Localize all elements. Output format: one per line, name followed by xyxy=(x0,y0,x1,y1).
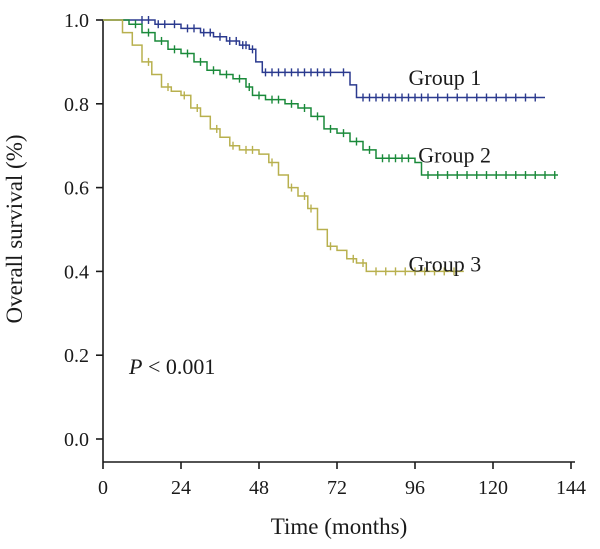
series-line xyxy=(103,19,545,99)
p-value-annotation: P < 0.001 xyxy=(128,354,215,379)
ticks: 0 24 48 72 96 120 144 0.0 0.2 0.4 0.6 0.8 1.0 xyxy=(64,10,586,499)
y-tick-label: 0.8 xyxy=(64,94,89,116)
p-value-italic: P xyxy=(128,354,142,379)
series-line xyxy=(103,19,464,273)
series-group: Group 3 xyxy=(103,19,482,276)
y-tick-label: 0.0 xyxy=(64,429,89,451)
y-tick-label: 0.4 xyxy=(64,261,89,283)
series-label: Group 1 xyxy=(409,65,482,90)
x-tick-label: 48 xyxy=(249,477,269,499)
y-tick-label: 1.0 xyxy=(64,10,89,32)
series-layer: Group 1 Group 2 Group 3 xyxy=(103,16,558,276)
y-tick-label: 0.6 xyxy=(64,178,89,200)
x-axis-title: Time (months) xyxy=(271,514,408,539)
x-tick-label: 144 xyxy=(556,477,586,499)
axes xyxy=(102,20,575,463)
x-tick-label: 24 xyxy=(171,477,191,499)
series-label: Group 2 xyxy=(418,142,491,167)
x-tick-label: 120 xyxy=(478,477,508,499)
series-group: Group 1 xyxy=(103,16,545,102)
y-tick-label: 0.2 xyxy=(64,345,89,367)
x-tick-label: 96 xyxy=(405,477,425,499)
y-axis-title: Overall survival (%) xyxy=(2,134,27,323)
series-group: Group 2 xyxy=(103,19,558,180)
x-tick-label: 0 xyxy=(98,477,108,499)
series-label: Group 3 xyxy=(409,251,482,276)
x-tick-label: 72 xyxy=(327,477,347,499)
p-value-rest: < 0.001 xyxy=(142,354,215,379)
